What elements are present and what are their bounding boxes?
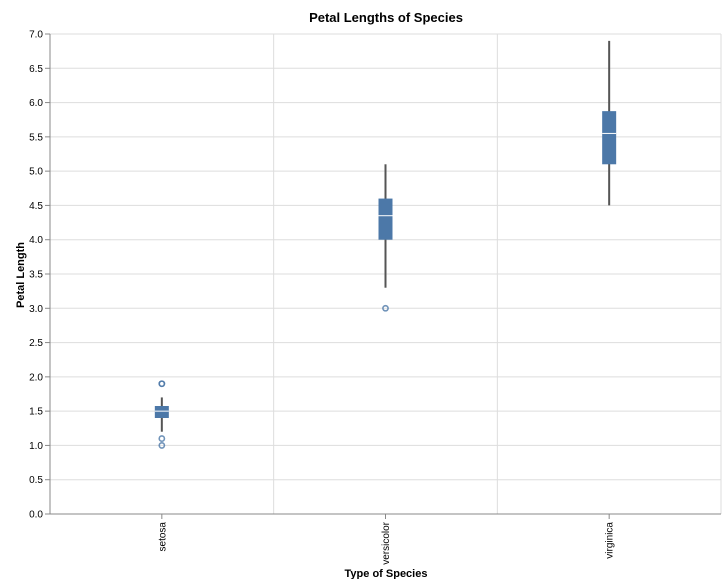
marks-layer — [154, 40, 617, 449]
y-axis-title: Petal Length — [15, 242, 27, 308]
y-tick-label: 5.0 — [29, 167, 43, 178]
x-tick-label: versicolor — [381, 521, 392, 564]
y-tick-label: 1.5 — [29, 407, 43, 418]
y-tick-label: 4.5 — [29, 201, 43, 212]
box-virginica — [602, 111, 617, 165]
y-tick-label: 2.0 — [29, 372, 43, 383]
y-tick-label: 4.0 — [29, 235, 43, 246]
y-tick-label: 5.5 — [29, 132, 43, 143]
y-tick-label: 1.0 — [29, 441, 43, 452]
x-tick-label: setosa — [157, 522, 168, 552]
y-tick-label: 6.0 — [29, 98, 43, 109]
outlier-point — [158, 435, 166, 442]
outlier-point — [382, 304, 389, 312]
y-tick-label: 0.0 — [29, 510, 43, 521]
y-tick-label: 3.0 — [29, 304, 43, 315]
chart-title: Petal Lengths of Species — [309, 10, 463, 25]
y-tick-label: 7.0 — [29, 30, 43, 41]
x-axis-title: Type of Species — [345, 568, 428, 579]
y-tick-label: 2.5 — [29, 338, 43, 349]
box-versicolor — [378, 198, 393, 240]
y-tick-label: 0.5 — [29, 475, 43, 486]
box-setosa — [154, 406, 169, 418]
x-tick-label: virginica — [605, 522, 616, 559]
axis-layer: 0.0 0.5 1.0 1.5 2.0 2.5 3.0 3.5 4.0 4.5 5.0 5.5 6.0 6… — [29, 30, 721, 565]
y-tick-label: 6.5 — [29, 64, 43, 75]
y-tick-label: 3.5 — [29, 270, 43, 281]
outlier-point — [158, 442, 166, 449]
outlier-point — [158, 380, 166, 388]
